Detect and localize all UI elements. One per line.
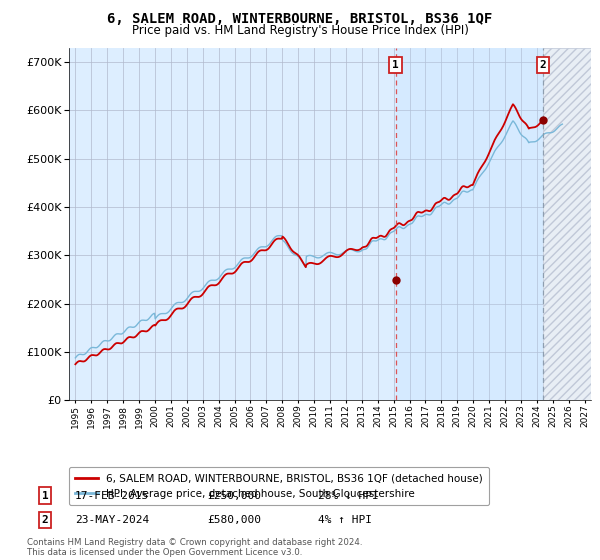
6, SALEM ROAD, WINTERBOURNE, BRISTOL, BS36 1QF (detached house) bbox=[357, 246, 364, 253]
6, SALEM ROAD, WINTERBOURNE, BRISTOL, BS36 1QF (detached house) bbox=[212, 282, 220, 288]
Text: 23-MAY-2024: 23-MAY-2024 bbox=[75, 515, 149, 525]
Bar bbox=[395, 48, 543, 400]
Text: Contains HM Land Registry data © Crown copyright and database right 2024.
This d: Contains HM Land Registry data © Crown c… bbox=[27, 538, 362, 557]
Bar bbox=[543, 48, 600, 400]
6, SALEM ROAD, WINTERBOURNE, BRISTOL, BS36 1QF (detached house) bbox=[539, 116, 547, 123]
6, SALEM ROAD, WINTERBOURNE, BRISTOL, BS36 1QF (detached house) bbox=[509, 101, 517, 108]
6, SALEM ROAD, WINTERBOURNE, BRISTOL, BS36 1QF (detached house) bbox=[253, 250, 260, 256]
HPI: Average price, detached house, South Gloucestershire: (2.01e+03, 3.07e+05): Average price, detached house, South Glo… bbox=[355, 249, 362, 255]
Text: 2: 2 bbox=[41, 515, 49, 525]
Line: HPI: Average price, detached house, South Gloucestershire: HPI: Average price, detached house, Sout… bbox=[76, 121, 562, 358]
Text: 6, SALEM ROAD, WINTERBOURNE, BRISTOL, BS36 1QF: 6, SALEM ROAD, WINTERBOURNE, BRISTOL, BS… bbox=[107, 12, 493, 26]
Line: 6, SALEM ROAD, WINTERBOURNE, BRISTOL, BS36 1QF (detached house): 6, SALEM ROAD, WINTERBOURNE, BRISTOL, BS… bbox=[76, 104, 543, 364]
HPI: Average price, detached house, South Gloucestershire: (2e+03, 8.8e+04): Average price, detached house, South Glo… bbox=[72, 354, 79, 361]
HPI: Average price, detached house, South Gloucestershire: (2.02e+03, 5.16e+05): Average price, detached house, South Glo… bbox=[491, 148, 498, 155]
Text: 2: 2 bbox=[540, 60, 547, 70]
6, SALEM ROAD, WINTERBOURNE, BRISTOL, BS36 1QF (detached house) bbox=[236, 263, 243, 269]
Legend: 6, SALEM ROAD, WINTERBOURNE, BRISTOL, BS36 1QF (detached house), HPI: Average pr: 6, SALEM ROAD, WINTERBOURNE, BRISTOL, BS… bbox=[69, 468, 490, 505]
HPI: Average price, detached house, South Gloucestershire: (2.02e+03, 4.1e+05): Average price, detached house, South Glo… bbox=[441, 199, 448, 206]
Bar bbox=[543, 48, 600, 400]
Text: 4% ↑ HPI: 4% ↑ HPI bbox=[318, 515, 372, 525]
HPI: Average price, detached house, South Gloucestershire: (2.01e+03, 3.27e+05): Average price, detached house, South Glo… bbox=[367, 239, 374, 246]
6, SALEM ROAD, WINTERBOURNE, BRISTOL, BS36 1QF (detached house) bbox=[72, 361, 79, 367]
HPI: Average price, detached house, South Gloucestershire: (2.02e+03, 5.78e+05): Average price, detached house, South Glo… bbox=[509, 118, 517, 124]
HPI: Average price, detached house, South Gloucestershire: (2.03e+03, 5.72e+05): Average price, detached house, South Glo… bbox=[559, 121, 566, 128]
Text: 1: 1 bbox=[392, 60, 399, 70]
Text: £580,000: £580,000 bbox=[207, 515, 261, 525]
Text: 28% ↓ HPI: 28% ↓ HPI bbox=[318, 491, 379, 501]
HPI: Average price, detached house, South Gloucestershire: (2e+03, 1.24e+05): Average price, detached house, South Glo… bbox=[101, 337, 109, 344]
6, SALEM ROAD, WINTERBOURNE, BRISTOL, BS36 1QF (detached house) bbox=[127, 334, 134, 340]
6, SALEM ROAD, WINTERBOURNE, BRISTOL, BS36 1QF (detached house) bbox=[383, 232, 391, 239]
Text: £250,000: £250,000 bbox=[207, 491, 261, 501]
Text: 17-FEB-2015: 17-FEB-2015 bbox=[75, 491, 149, 501]
HPI: Average price, detached house, South Gloucestershire: (2.01e+03, 3.33e+05): Average price, detached house, South Glo… bbox=[382, 236, 389, 242]
Text: Price paid vs. HM Land Registry's House Price Index (HPI): Price paid vs. HM Land Registry's House … bbox=[131, 24, 469, 36]
Text: 1: 1 bbox=[41, 491, 49, 501]
